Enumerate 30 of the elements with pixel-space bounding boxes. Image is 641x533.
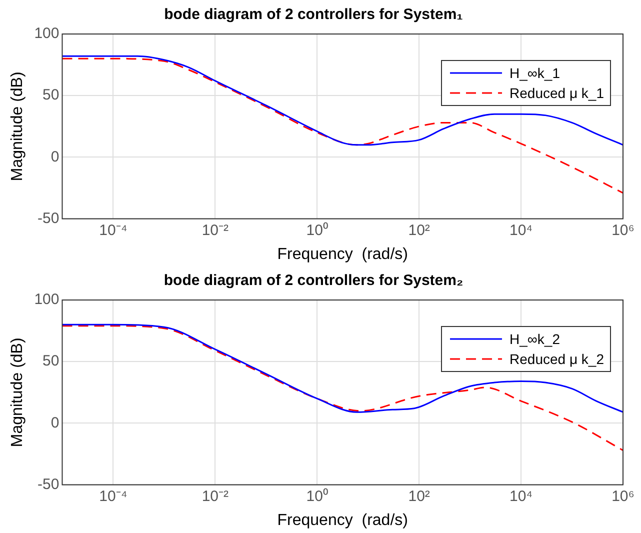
y-tick-label: 50 bbox=[42, 86, 60, 104]
x-tick-label: 10⁻⁴ bbox=[99, 222, 128, 239]
y-tick-label: 100 bbox=[34, 25, 60, 42]
x-axis-title: Frequency (rad/s) bbox=[277, 246, 408, 263]
y-axis-title: Magnitude (dB) bbox=[9, 338, 26, 448]
legend-label: H_∞k_2 bbox=[510, 330, 560, 349]
y-tick-label: -50 bbox=[38, 476, 60, 493]
x-tick-label: 10⁰ bbox=[306, 488, 328, 505]
y-tick-label: 0 bbox=[50, 414, 60, 432]
x-tick-label: 10⁻² bbox=[202, 488, 229, 505]
x-axis-title: Frequency (rad/s) bbox=[277, 512, 408, 529]
x-tick-label: 10⁰ bbox=[306, 222, 328, 239]
legend-label: H_∞k_1 bbox=[510, 64, 560, 83]
legend-label: Reduced μ k_1 bbox=[510, 84, 604, 103]
x-tick-label: 10² bbox=[408, 222, 430, 239]
y-tick-label: -50 bbox=[38, 210, 60, 227]
y-tick-label: 0 bbox=[50, 148, 60, 166]
x-tick-label: 10⁶ bbox=[612, 488, 634, 505]
x-tick-label: 10⁶ bbox=[612, 222, 634, 239]
chart-title: bode diagram of 2 controllers for System₂ bbox=[164, 272, 464, 290]
x-tick-label: 10⁻² bbox=[202, 222, 229, 239]
x-tick-label: 10² bbox=[408, 488, 430, 505]
y-axis-title: Magnitude (dB) bbox=[9, 72, 26, 182]
legend-label: Reduced μ k_2 bbox=[510, 350, 604, 369]
x-tick-label: 10⁻⁴ bbox=[99, 488, 128, 505]
chart-title: bode diagram of 2 controllers for System₁ bbox=[164, 6, 463, 24]
y-tick-label: 100 bbox=[34, 291, 60, 308]
x-tick-label: 10⁴ bbox=[509, 222, 533, 239]
x-tick-label: 10⁴ bbox=[509, 488, 533, 505]
y-tick-label: 50 bbox=[42, 352, 60, 370]
